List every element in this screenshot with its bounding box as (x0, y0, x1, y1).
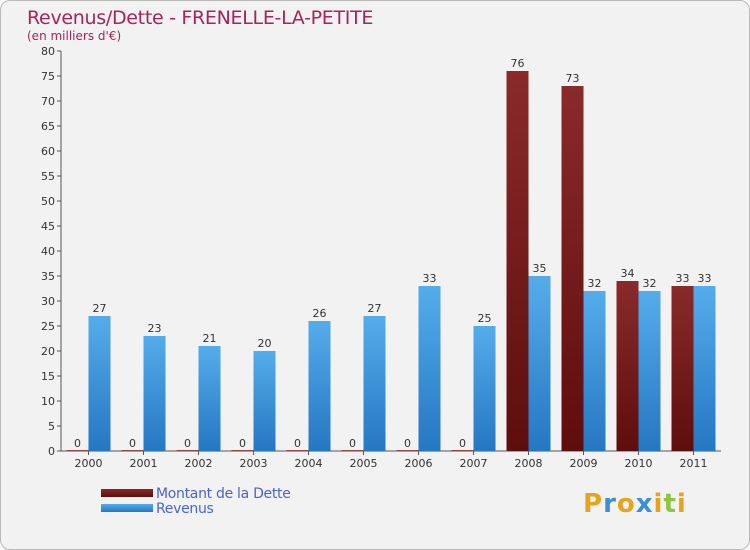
data-label-dette: 0 (294, 437, 301, 450)
bar-dette (616, 281, 639, 451)
y-tick-label: 60 (41, 145, 55, 158)
bar-dette (451, 450, 474, 451)
legend-swatch-revenus (101, 504, 153, 512)
data-label-dette: 73 (566, 72, 580, 85)
bar-revenus (693, 286, 716, 451)
y-tick-label: 0 (48, 445, 55, 458)
data-label-revenus: 32 (588, 277, 602, 290)
data-label-dette: 0 (349, 437, 356, 450)
bar-dette (66, 450, 89, 451)
x-tick-label: 2008 (515, 457, 543, 470)
y-tick-label: 20 (41, 345, 55, 358)
y-tick-label: 55 (41, 170, 55, 183)
data-label-dette: 0 (129, 437, 136, 450)
data-label-revenus: 33 (698, 272, 712, 285)
y-tick-label: 80 (41, 45, 55, 58)
bar-revenus (638, 291, 661, 451)
chart-bars (66, 71, 716, 451)
data-label-revenus: 21 (203, 332, 217, 345)
data-label-dette: 33 (676, 272, 690, 285)
x-tick-label: 2000 (75, 457, 103, 470)
data-label-revenus: 32 (643, 277, 657, 290)
bar-dette (286, 450, 309, 451)
legend-swatch-dette (101, 489, 153, 497)
y-tick-label: 75 (41, 70, 55, 83)
proxiti-logo: Proxiti (583, 489, 687, 519)
legend-label-revenus: Revenus (156, 501, 214, 517)
y-tick-label: 15 (41, 370, 55, 383)
data-label-revenus: 23 (148, 322, 162, 335)
x-tick-label: 2003 (240, 457, 268, 470)
x-tick-label: 2001 (130, 457, 158, 470)
y-tick-label: 30 (41, 295, 55, 308)
y-tick-label: 50 (41, 195, 55, 208)
chart-data-labels: 0 27 0 23 0 21 0 20 0 26 0 27 0 33 0 25 76 35 73 32 34 32 33 33 (74, 57, 712, 450)
bar-revenus (88, 316, 111, 451)
chart-subtitle: (en milliers d'€) (27, 29, 122, 43)
bar-revenus (528, 276, 551, 451)
y-tick-label: 70 (41, 95, 55, 108)
x-tick-label: 2010 (625, 457, 653, 470)
bar-dette (561, 86, 584, 451)
bar-revenus (583, 291, 606, 451)
data-label-revenus: 25 (478, 312, 492, 325)
x-tick-label: 2006 (405, 457, 433, 470)
x-tick-label: 2009 (570, 457, 598, 470)
x-tick-label: 2002 (185, 457, 213, 470)
y-tick-label: 45 (41, 220, 55, 233)
x-tick-label: 2011 (680, 457, 708, 470)
data-label-revenus: 26 (313, 307, 327, 320)
bar-revenus (418, 286, 441, 451)
y-tick-label: 65 (41, 120, 55, 133)
bar-dette (176, 450, 199, 451)
bar-dette (231, 450, 254, 451)
bar-dette (671, 286, 694, 451)
bar-dette (341, 450, 364, 451)
data-label-revenus: 33 (423, 272, 437, 285)
y-tick-label: 25 (41, 320, 55, 333)
x-tick-label: 2005 (350, 457, 378, 470)
data-label-revenus: 27 (368, 302, 382, 315)
bar-revenus (253, 351, 276, 451)
data-label-dette: 0 (459, 437, 466, 450)
data-label-dette: 0 (239, 437, 246, 450)
bar-dette (396, 450, 419, 451)
x-tick-label: 2004 (295, 457, 323, 470)
data-label-revenus: 20 (258, 337, 272, 350)
bar-dette (506, 71, 529, 451)
y-tick-label: 35 (41, 270, 55, 283)
data-label-dette: 76 (511, 57, 525, 70)
data-label-dette: 0 (404, 437, 411, 450)
data-label-dette: 34 (621, 267, 635, 280)
data-label-dette: 0 (74, 437, 81, 450)
bar-revenus (143, 336, 166, 451)
bar-revenus (363, 316, 386, 451)
y-tick-label: 10 (41, 395, 55, 408)
data-label-dette: 0 (184, 437, 191, 450)
y-tick-label: 40 (41, 245, 55, 258)
data-label-revenus: 35 (533, 262, 547, 275)
legend-label-dette: Montant de la Dette (156, 486, 291, 502)
chart-title: Revenus/Dette - FRENELLE-LA-PETITE (27, 7, 374, 29)
bar-dette (121, 450, 144, 451)
bar-revenus (308, 321, 331, 451)
bar-revenus (473, 326, 496, 451)
y-tick-label: 5 (48, 420, 55, 433)
x-tick-label: 2007 (460, 457, 488, 470)
data-label-revenus: 27 (93, 302, 107, 315)
bar-revenus (198, 346, 221, 451)
